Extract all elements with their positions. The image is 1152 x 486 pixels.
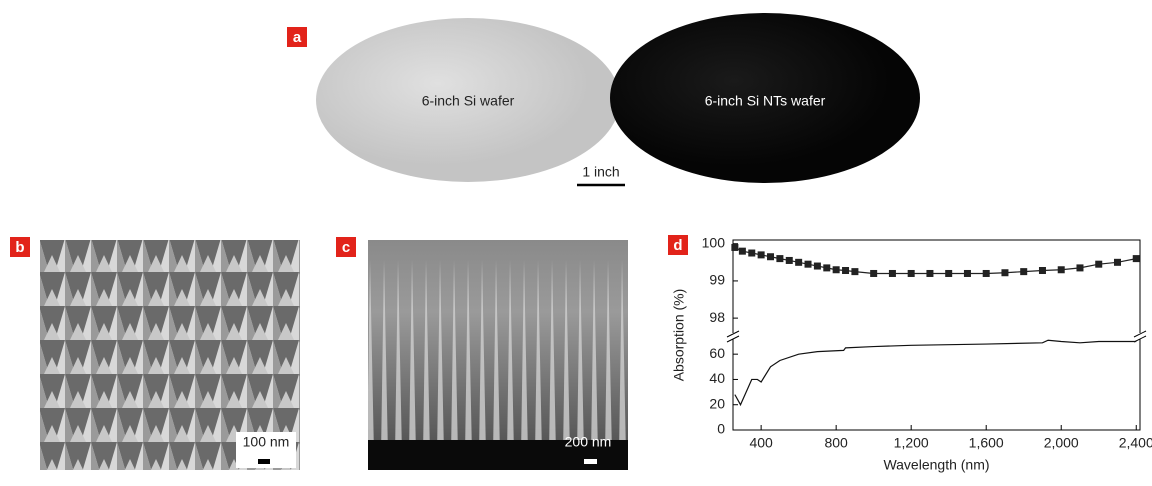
sem-image (40, 240, 300, 470)
wafer-label: 6-inch Si NTs wafer (705, 93, 826, 109)
data-marker (1057, 266, 1065, 274)
y-tick-label: 99 (709, 272, 725, 288)
x-axis-label: Wavelength (nm) (883, 457, 989, 473)
data-marker (1020, 268, 1028, 276)
data-marker (926, 269, 934, 277)
data-marker (842, 267, 850, 275)
data-marker (823, 264, 831, 272)
scale-bar (584, 459, 597, 464)
data-marker (1132, 255, 1140, 263)
data-marker (738, 247, 746, 255)
data-line (734, 246, 1137, 275)
data-marker (945, 269, 953, 277)
data-marker (870, 269, 878, 277)
sem-image (368, 240, 628, 470)
data-marker (832, 266, 840, 274)
data-marker (888, 269, 896, 277)
data-marker (963, 269, 971, 277)
data-line (734, 339, 1137, 407)
panel-label: a (293, 29, 302, 46)
scale-bar-label: 200 nm (565, 434, 612, 450)
data-marker (907, 269, 915, 277)
x-tick-label: 400 (749, 435, 773, 451)
data-marker (1076, 264, 1084, 272)
data-marker (748, 249, 756, 257)
y-tick-label: 60 (709, 345, 725, 361)
si-nts-wafer (610, 13, 920, 183)
data-marker (757, 251, 765, 259)
axes-frame (726, 239, 1147, 431)
y-axis-label: Absorption (%) (671, 289, 687, 382)
panel-label: c (342, 239, 350, 256)
data-marker (1038, 267, 1046, 275)
data-marker (804, 260, 812, 268)
data-marker (785, 256, 793, 264)
data-marker (982, 269, 990, 277)
panel-label-box (287, 27, 307, 47)
panel-label: b (15, 239, 24, 256)
data-marker (731, 243, 739, 251)
substrate (368, 440, 628, 470)
data-marker (767, 253, 775, 261)
x-tick-label: 1,200 (894, 435, 929, 451)
si-wafer (316, 18, 620, 182)
data-marker (851, 268, 859, 276)
data-marker (795, 258, 803, 266)
y-tick-label: 40 (709, 370, 725, 386)
panel-label: d (673, 237, 682, 254)
panel-label-box (668, 235, 688, 255)
scale-bar-label: 1 inch (582, 164, 619, 180)
scale-bar (258, 459, 270, 464)
panel-label-box (10, 237, 30, 257)
wafer-label: 6-inch Si wafer (422, 93, 515, 109)
y-tick-label: 98 (709, 309, 725, 325)
y-tick-label: 0 (717, 421, 725, 437)
data-marker (1113, 258, 1121, 266)
scale-bar-label: 100 nm (243, 434, 290, 450)
y-tick-label: 100 (702, 234, 726, 250)
data-marker (813, 262, 821, 270)
x-tick-label: 2,000 (1044, 435, 1079, 451)
data-marker (776, 255, 784, 263)
y-tick-label: 20 (709, 395, 725, 411)
data-marker (1001, 269, 1009, 277)
data-marker (1095, 260, 1103, 268)
panel-label-box (336, 237, 356, 257)
x-tick-label: 1,600 (969, 435, 1004, 451)
x-tick-label: 800 (824, 435, 848, 451)
x-tick-label: 2,400 (1119, 435, 1152, 451)
